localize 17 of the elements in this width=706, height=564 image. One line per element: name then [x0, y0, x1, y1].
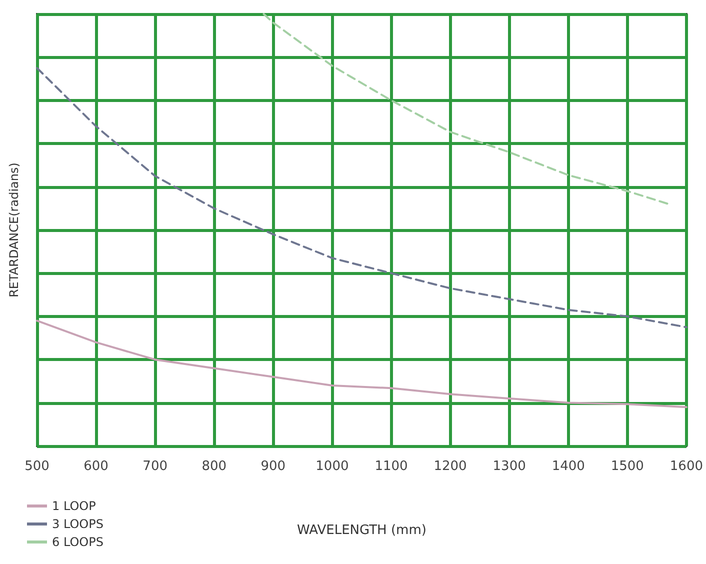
x-tick-label: 1200 — [434, 459, 467, 474]
x-tick-label: 600 — [84, 459, 108, 474]
x-tick-label: 500 — [24, 459, 50, 474]
x-tick-label: 800 — [202, 459, 227, 474]
legend-label: 1 LOOP — [52, 499, 96, 513]
x-tick-label: 1100 — [374, 459, 408, 474]
x-tick-label: 1300 — [492, 459, 526, 474]
x-tick-label: 900 — [260, 459, 286, 474]
x-tick-label: 700 — [142, 459, 168, 474]
x-tick-label: 1500 — [610, 459, 644, 474]
legend-label: 3 LOOPS — [52, 517, 104, 531]
x-tick-label: 1400 — [552, 459, 585, 474]
legend-label: 6 LOOPS — [52, 535, 104, 549]
y-axis-title: RETARDANCE(radians) — [7, 162, 21, 298]
x-tick-label: 1600 — [670, 459, 704, 474]
x-tick-label: 1000 — [316, 459, 349, 474]
x-axis-title: WAVELENGTH (mm) — [297, 523, 426, 538]
